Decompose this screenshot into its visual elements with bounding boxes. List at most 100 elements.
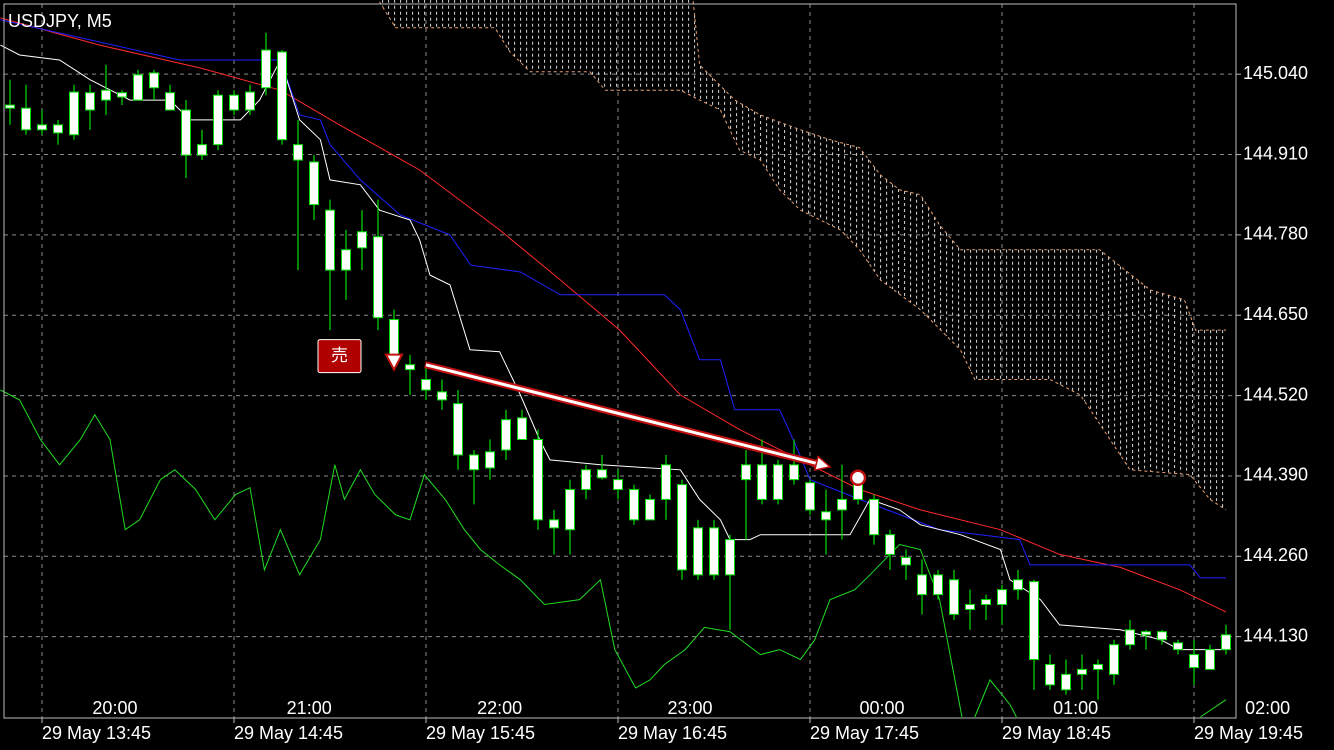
candle-body <box>5 104 15 109</box>
candle-body <box>1125 629 1135 646</box>
candle-body <box>181 109 191 156</box>
candle-body <box>629 489 639 521</box>
candle-body <box>725 539 735 576</box>
candle-body <box>85 92 95 111</box>
candle-body <box>533 438 543 521</box>
candle-body <box>437 391 447 401</box>
candle-body <box>1061 673 1071 691</box>
x-tick-label: 29 May 15:45 <box>426 723 535 743</box>
candle-body <box>1141 631 1151 636</box>
candle-body <box>1173 642 1183 651</box>
candle-body <box>325 209 335 271</box>
candle-body <box>485 451 495 469</box>
plot-area: 売 <box>0 0 1236 718</box>
candle-body <box>453 403 463 456</box>
candle-body <box>965 604 975 610</box>
x-tick-label: 29 May 16:45 <box>618 723 727 743</box>
candle-body <box>917 574 927 596</box>
x2-tick-label: 02:00 <box>1245 698 1290 718</box>
candle-body <box>757 464 767 500</box>
candle-body <box>581 469 591 491</box>
chart-title: USDJPY, M5 <box>8 11 112 31</box>
candle-body <box>773 464 783 500</box>
candle-body <box>1189 654 1199 669</box>
indicator-line <box>0 44 1226 651</box>
x2-tick-label: 00:00 <box>859 698 904 718</box>
x-tick-label: 29 May 17:45 <box>810 723 919 743</box>
candle-body <box>869 498 879 536</box>
candle-body <box>21 107 31 131</box>
x2-tick-label: 21:00 <box>287 698 332 718</box>
candle-body <box>613 479 623 491</box>
x2-tick-label: 01:00 <box>1053 698 1098 718</box>
plot-frame <box>3 3 1237 719</box>
x-tick-label: 29 May 18:45 <box>1002 723 1111 743</box>
candle-body <box>1221 634 1231 651</box>
candle-body <box>1157 631 1167 641</box>
x2-tick-label: 23:00 <box>667 698 712 718</box>
candle-body <box>565 489 575 531</box>
candle-body <box>709 527 719 576</box>
candle-body <box>1029 581 1039 661</box>
candle-body <box>1205 649 1215 670</box>
candle-body <box>1045 663 1055 686</box>
candle-body <box>1109 644 1119 675</box>
x2-tick-label: 20:00 <box>92 698 137 718</box>
candle-body <box>101 89 111 101</box>
exit-marker <box>849 469 867 487</box>
y-tick-label: 144.520 <box>1243 384 1308 404</box>
sell-label-box <box>317 339 362 374</box>
candle-body <box>677 484 687 571</box>
candle-body <box>357 231 367 249</box>
candle-body <box>1077 668 1087 675</box>
candle-body <box>789 464 799 481</box>
candle-body <box>405 364 415 371</box>
x-tick-label: 29 May 19:45 <box>1194 723 1303 743</box>
candle-body <box>341 249 351 271</box>
candle-body <box>309 161 319 206</box>
candle-body <box>133 74 143 101</box>
candle-body <box>261 49 271 89</box>
candle-body <box>149 72 159 89</box>
candle-body <box>373 236 383 319</box>
candle-body <box>37 124 47 131</box>
trade-arrow-core <box>425 363 822 467</box>
y-tick-label: 144.780 <box>1243 224 1308 244</box>
candle-body <box>117 92 127 98</box>
candle-body <box>1013 579 1023 591</box>
x-tick-label: 29 May 14:45 <box>234 723 343 743</box>
candle-body <box>933 574 943 596</box>
candle-body <box>69 91 79 136</box>
trade-arrow-head <box>813 455 832 472</box>
candle-body <box>469 454 479 471</box>
candle-body <box>597 469 607 479</box>
indicator-line <box>0 389 1227 718</box>
candle-body <box>997 589 1007 606</box>
candle-body <box>229 94 239 111</box>
candle-body <box>293 144 303 161</box>
candle-body <box>837 498 847 511</box>
sell-marker <box>384 353 404 372</box>
x-tick-label: 29 May 13:45 <box>42 723 151 743</box>
candle-body <box>165 92 175 111</box>
x2-tick-label: 22:00 <box>477 698 522 718</box>
y-tick-label: 144.390 <box>1243 465 1308 485</box>
candle-body <box>645 498 655 521</box>
sell-label: 売 <box>331 346 348 365</box>
candle-body <box>197 144 207 156</box>
candle-body <box>501 419 511 451</box>
candle-body <box>661 464 671 500</box>
candle-body <box>1093 663 1103 670</box>
candle-body <box>885 534 895 555</box>
indicator-line <box>0 19 1226 579</box>
candle-body <box>693 527 703 576</box>
y-tick-label: 144.260 <box>1243 545 1308 565</box>
candle-body <box>421 379 431 391</box>
candle-body <box>549 519 559 529</box>
y-tick-label: 144.130 <box>1243 625 1308 645</box>
candle-body <box>741 464 751 481</box>
candle-body <box>213 94 223 146</box>
cloud-line <box>379 1 1227 511</box>
candle-body <box>245 91 255 111</box>
